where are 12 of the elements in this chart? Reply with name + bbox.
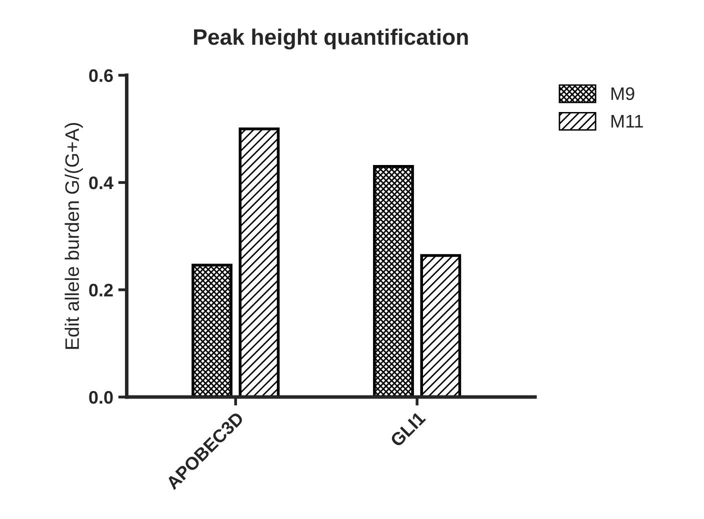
y-tick-label: 0.2	[89, 284, 113, 296]
y-axis-title: Edit allele burden G/(G+A)	[64, 123, 83, 349]
y-tick-label: 0.6	[89, 69, 113, 82]
chart-title: Peak height quantification	[194, 28, 468, 50]
legend-label: M11	[611, 115, 643, 128]
bar	[373, 165, 414, 398]
legend-label: M9	[611, 87, 634, 100]
bar	[238, 127, 280, 398]
y-tick-label: 0.4	[89, 176, 114, 190]
bar	[420, 254, 462, 398]
bar	[192, 264, 232, 398]
y-tick-label: 0.0	[89, 390, 113, 404]
